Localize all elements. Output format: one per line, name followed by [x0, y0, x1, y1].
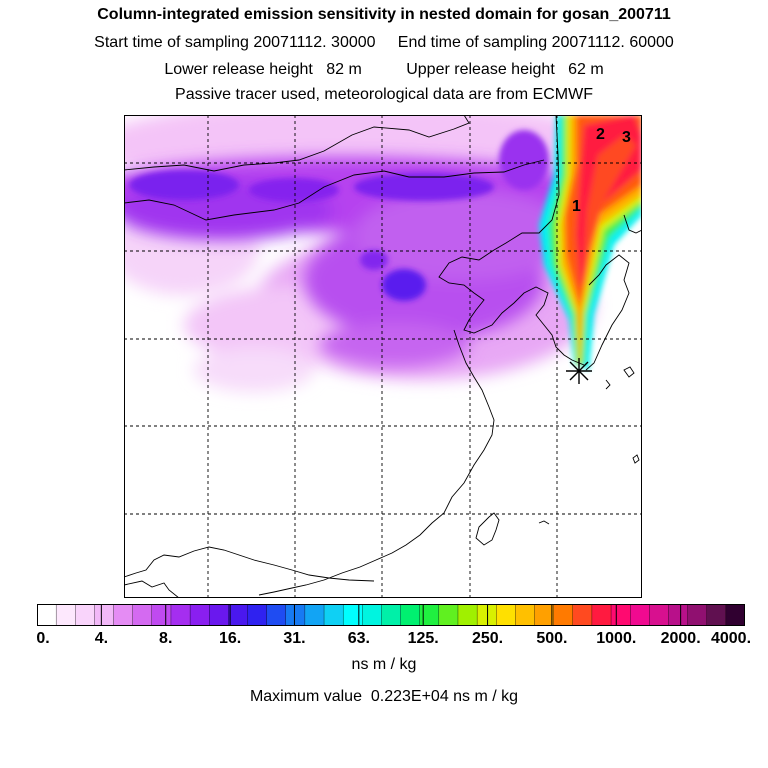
- colorbar-tick-label: 16.: [218, 630, 242, 647]
- map-frame: [124, 115, 642, 598]
- colorbar-cell: [572, 604, 593, 626]
- colorbar-tick-label: 2000.: [660, 630, 701, 647]
- colorbar-cell: [266, 604, 287, 626]
- colorbar-cell: [362, 604, 383, 626]
- map-label-1: 1: [572, 198, 581, 215]
- tracer-info: Passive tracer used, meteorological data…: [175, 86, 593, 103]
- sampling-times: Start time of sampling 20071112. 30000 E…: [94, 34, 674, 51]
- plot-title: Column-integrated emission sensitivity i…: [97, 6, 671, 23]
- colorbar-cell: [55, 604, 76, 626]
- colorbar-cell: [630, 604, 650, 626]
- colorbar-cell: [668, 604, 689, 626]
- colorbar-cell: [687, 604, 708, 626]
- colorbar-units: ns m / kg: [351, 656, 417, 673]
- colorbar-cell: [37, 604, 57, 626]
- colorbar-cell: [534, 604, 555, 626]
- maximum-value: Maximum value 0.223E+04 ns m / kg: [249, 688, 519, 705]
- colorbar-cell: [170, 604, 191, 626]
- colorbar-cell: [113, 604, 134, 626]
- colorbar-cell: [304, 604, 325, 626]
- colorbar-cell: [381, 604, 402, 626]
- colorbar-cell: [400, 604, 421, 626]
- colorbar-cell: [247, 604, 268, 626]
- colorbar-cell: [342, 604, 363, 626]
- colorbar-cell: [706, 604, 727, 626]
- sensitivity-map: 1 2 3: [124, 115, 642, 598]
- colorbar-cell: [476, 604, 497, 626]
- colorbar: [37, 604, 745, 626]
- colorbar-tick-label: 63.: [347, 630, 370, 647]
- colorbar-tick-label: 1000.: [596, 630, 637, 647]
- colorbar-tick-label: 4.: [94, 630, 109, 647]
- release-point-icon: [566, 358, 592, 384]
- colorbar-tick-label: 8.: [159, 630, 173, 647]
- colorbar-cell: [515, 604, 536, 626]
- release-heights: Lower release height 82 m Upper release …: [164, 61, 604, 78]
- colorbar-cell: [285, 604, 306, 626]
- colorbar-cell: [151, 604, 172, 626]
- colorbar-tick-label: 0.: [36, 630, 50, 647]
- colorbar-cell: [553, 604, 574, 626]
- colorbar-tick-label: 31.: [283, 630, 306, 647]
- colorbar-cell: [132, 604, 153, 626]
- colorbar-frame: [37, 604, 745, 626]
- colorbar-cell: [725, 604, 745, 626]
- coastlines: [124, 115, 642, 598]
- colorbar-cell: [438, 604, 459, 626]
- colorbar-cell: [649, 604, 670, 626]
- colorbar-tick-label: 500.: [536, 630, 568, 647]
- colorbar-tick-label: 4000.: [710, 630, 752, 647]
- colorbar-cell: [591, 604, 612, 626]
- colorbar-cell: [610, 604, 631, 626]
- colorbar-cell: [496, 604, 516, 626]
- colorbar-cell: [457, 604, 478, 626]
- colorbar-cell: [94, 604, 115, 626]
- colorbar-tick-label: 250.: [471, 630, 504, 647]
- colorbar-tick-label: 125.: [407, 630, 439, 647]
- colorbar-cell: [419, 604, 440, 626]
- colorbar-cell: [209, 604, 229, 626]
- colorbar-cell: [323, 604, 344, 626]
- map-label-2: 2: [596, 126, 605, 143]
- colorbar-cell: [189, 604, 210, 626]
- colorbar-cell: [228, 604, 249, 626]
- colorbar-cell: [75, 604, 95, 626]
- sensitivity-field: [124, 115, 642, 392]
- map-label-3: 3: [622, 129, 631, 146]
- graticule: [124, 115, 642, 598]
